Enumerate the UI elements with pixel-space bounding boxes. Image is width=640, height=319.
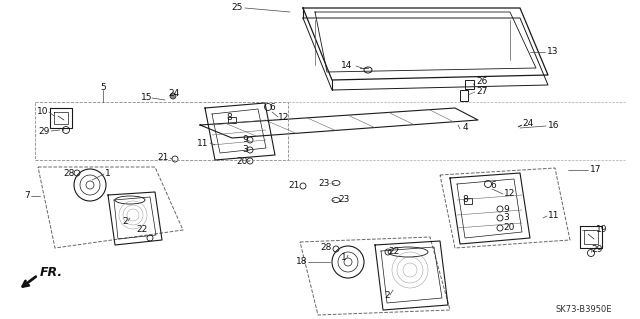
Text: 22: 22 bbox=[137, 226, 148, 234]
Text: 18: 18 bbox=[296, 257, 307, 266]
Text: 9: 9 bbox=[243, 136, 248, 145]
Text: SK73-B3950E: SK73-B3950E bbox=[555, 305, 611, 314]
Text: FR.: FR. bbox=[40, 266, 63, 279]
Text: 29: 29 bbox=[38, 127, 50, 136]
Circle shape bbox=[170, 93, 176, 99]
Text: 20: 20 bbox=[503, 224, 515, 233]
Text: 6: 6 bbox=[490, 181, 496, 189]
Text: 29: 29 bbox=[591, 246, 602, 255]
Text: 11: 11 bbox=[196, 138, 208, 147]
Text: 2: 2 bbox=[385, 291, 390, 300]
Text: 25: 25 bbox=[232, 4, 243, 12]
Text: 22: 22 bbox=[388, 248, 399, 256]
Text: 13: 13 bbox=[547, 48, 559, 56]
Text: 16: 16 bbox=[548, 122, 559, 130]
Text: 17: 17 bbox=[590, 166, 602, 174]
Text: 23: 23 bbox=[338, 196, 349, 204]
Text: 12: 12 bbox=[278, 113, 289, 122]
Text: 7: 7 bbox=[24, 191, 30, 201]
Text: 21: 21 bbox=[157, 153, 169, 162]
Text: 28: 28 bbox=[321, 243, 332, 253]
Text: 12: 12 bbox=[504, 189, 515, 198]
Text: 24: 24 bbox=[168, 88, 179, 98]
Text: 8: 8 bbox=[227, 114, 232, 122]
Text: 26: 26 bbox=[476, 78, 488, 86]
Text: 10: 10 bbox=[36, 108, 48, 116]
Text: 23: 23 bbox=[319, 179, 330, 188]
Text: 1: 1 bbox=[105, 169, 111, 179]
Text: 4: 4 bbox=[463, 122, 468, 131]
Text: 28: 28 bbox=[63, 168, 75, 177]
Text: 3: 3 bbox=[503, 213, 509, 222]
Text: 11: 11 bbox=[548, 211, 559, 220]
Text: 5: 5 bbox=[100, 84, 106, 93]
Text: 2: 2 bbox=[122, 217, 128, 226]
Text: 14: 14 bbox=[340, 62, 352, 70]
Text: 21: 21 bbox=[289, 182, 300, 190]
Text: 6: 6 bbox=[269, 103, 275, 113]
Text: 1: 1 bbox=[341, 254, 347, 263]
Text: 27: 27 bbox=[476, 87, 488, 97]
Text: 15: 15 bbox=[141, 93, 152, 102]
Text: 9: 9 bbox=[503, 204, 509, 213]
Text: 3: 3 bbox=[243, 145, 248, 154]
Text: 8: 8 bbox=[462, 195, 468, 204]
Text: 24: 24 bbox=[522, 118, 533, 128]
Text: 19: 19 bbox=[596, 226, 607, 234]
Text: 20: 20 bbox=[237, 157, 248, 166]
